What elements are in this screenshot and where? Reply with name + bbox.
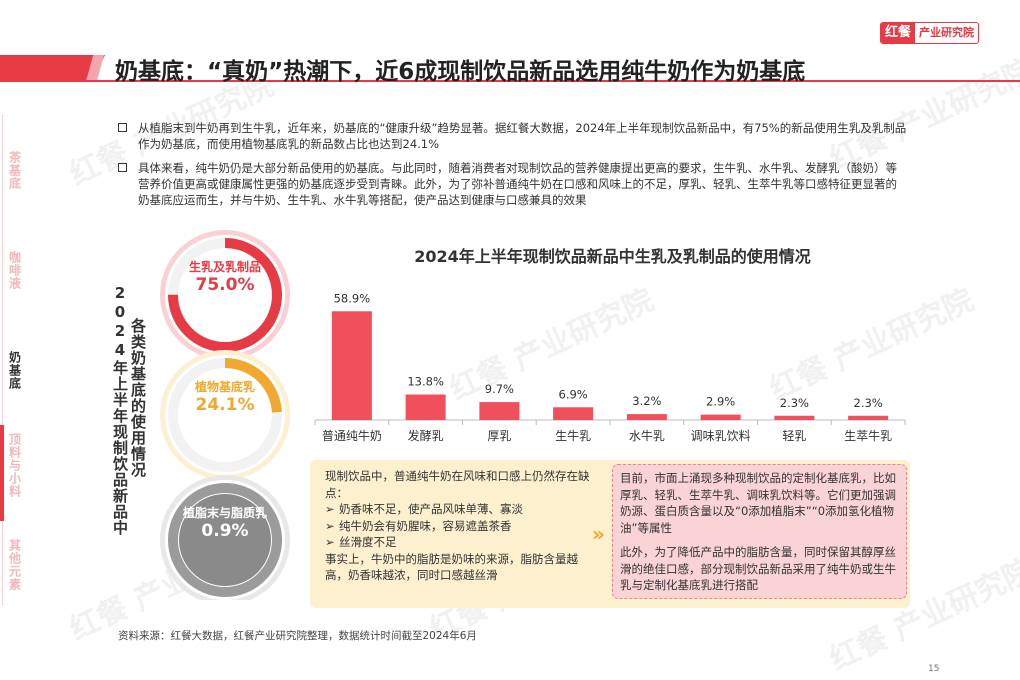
- sidebar-item-coffee[interactable]: 咖啡液: [7, 250, 22, 290]
- bar: [553, 407, 594, 420]
- bullet-text: 从植脂末到牛奶再到生牛乳，近年来，奶基底的“健康升级”趋势显著。据红餐大数据，2…: [138, 121, 907, 151]
- ring-label-plant-name: 植物基底乳: [194, 380, 255, 394]
- page-title: 奶基底：“真奶”热潮下，近6成现制饮品新品选用纯牛奶作为奶基底: [115, 59, 806, 85]
- category-label: 调味乳饮料: [691, 429, 751, 443]
- ring-charts: [160, 230, 290, 605]
- note-right-paragraph-2: 此外，为了降低产品中的脂肪含量，同时保留其醇厚丝滑的绝佳口感，部分现制饮品新品采…: [620, 545, 896, 592]
- note-left-conclusion: 事实上，牛奶中的脂肪是奶味的来源，脂肪含量越高，奶香味越浓，同时口感越丝滑: [325, 551, 578, 583]
- note-left-point: ➢ 奶香味不足，使产品风味单薄、寡淡: [325, 501, 595, 518]
- bar-value-label: 58.9%: [334, 291, 371, 305]
- ring-value-plant: 24.1%: [195, 395, 255, 415]
- share-rings: 生乳及乳制品 75.0% 植物基底乳 24.1% 植脂末与脂质乳 0.9%: [150, 220, 300, 605]
- ring-dairy-core: [179, 249, 271, 341]
- bar-chart: 58.9% 普通纯牛奶 13.8% 发酵乳 9.7% 厚乳 6.9% 生牛乳 3.2% 水牛乳 2.…: [314, 291, 906, 443]
- bar-value-label: 6.9%: [559, 387, 588, 401]
- sidebar-item-tea-base[interactable]: 茶基底: [7, 150, 22, 190]
- ring-creamer-core: [179, 494, 271, 586]
- bullet-point: 具体来看，纯牛奶仍是大部分新品使用的奶基底。与此同时，随着消费者对现制饮品的营养…: [118, 160, 908, 208]
- rings-vertical-title: 2024年上半年现制饮品新品中: [111, 284, 129, 536]
- logo-mark: 红餐: [881, 23, 916, 43]
- ring-label-creamer: 植脂末与脂质乳 0.9%: [175, 506, 275, 541]
- note-left-point-text: 奶香味不足，使产品风味单薄、寡淡: [339, 502, 523, 516]
- note-right-paragraph-1: 目前，市面上涌现多种现制饮品的定制化基底乳，比如厚乳、轻乳、生萃牛乳、调味乳饮料…: [620, 471, 896, 535]
- note-left-point-text: 纯牛奶会有奶腥味，容易遮盖茶香: [339, 518, 512, 533]
- bar-value-label: 2.3%: [780, 396, 809, 410]
- category-label: 生萃牛乳: [844, 428, 892, 443]
- ring-label-dairy-name: 生乳及乳制品: [188, 260, 261, 274]
- note-right-text: 目前，市面上涌现多种现制饮品的定制化基底乳，比如厚乳、轻乳、生萃牛乳、调味乳饮料…: [620, 470, 903, 594]
- brand-logo: 红餐 产业研究院: [880, 22, 980, 44]
- bar: [700, 414, 741, 420]
- title-underline: [0, 80, 1020, 82]
- watermark: 红餐 产业研究院: [824, 52, 1020, 178]
- double-chevron-icon: »: [592, 522, 605, 546]
- square-bullet-icon: [118, 163, 127, 172]
- chart-title: 2024年上半年现制饮品新品中生乳及乳制品的使用情况: [414, 247, 811, 266]
- category-label: 轻乳: [782, 429, 806, 443]
- arrow-bullet-icon: ➢: [325, 502, 335, 516]
- section-sidebar: 茶基底 咖啡液 奶基底 顶料与小料 其他元素: [0, 115, 30, 605]
- rings-vertical-subtitle: 各类奶基底的使用情况: [129, 318, 147, 478]
- sidebar-item-toppings[interactable]: 顶料与小料: [7, 432, 22, 498]
- note-left-point-text: 丝滑度不足: [339, 535, 397, 549]
- category-label: 普通纯牛奶: [322, 428, 382, 443]
- sidebar-item-others[interactable]: 其他元素: [7, 539, 22, 591]
- ring-plant-arc: [168, 358, 282, 472]
- category-label: 厚乳: [487, 429, 511, 443]
- bar-value-label: 13.8%: [407, 375, 444, 389]
- bullet-point: 从植脂末到牛奶再到生牛乳，近年来，奶基底的“健康升级”趋势显著。据红餐大数据，2…: [118, 120, 908, 152]
- ring-label-plant: 植物基底乳 24.1%: [175, 380, 275, 415]
- bullet-text: 具体来看，纯牛奶仍是大部分新品使用的奶基底。与此同时，随着消费者对现制饮品的营养…: [138, 161, 897, 207]
- ring-creamer-arc: [168, 483, 282, 597]
- category-label: 发酵乳: [408, 428, 444, 443]
- category-label: 生牛乳: [555, 428, 591, 443]
- sidebar-active-indicator: [0, 425, 4, 521]
- note-left-point: ➢ 丝滑度不足: [325, 534, 595, 551]
- ring-value-creamer: 0.9%: [201, 521, 249, 541]
- page-number: 15: [928, 664, 940, 674]
- note-left-point: ➢ 纯牛奶会有奶腥味，容易遮盖茶香: [325, 518, 595, 535]
- bar-value-label: 3.2%: [632, 394, 661, 408]
- note-left-text: 现制饮品中，普通纯牛奶在风味和口感上仍然存在缺点： ➢ 奶香味不足，使产品风味单薄…: [325, 468, 595, 584]
- logo-text: 产业研究院: [919, 26, 975, 39]
- bar: [405, 394, 446, 420]
- sidebar-divider: [2, 115, 3, 605]
- bar-value-label: 9.7%: [485, 382, 514, 396]
- bar: [331, 311, 372, 420]
- bar: [479, 402, 520, 420]
- arrow-bullet-icon: ➢: [325, 518, 335, 533]
- bar: [774, 415, 815, 420]
- sidebar-item-milk-base[interactable]: 奶基底: [7, 350, 22, 390]
- ring-value-dairy: 75.0%: [195, 275, 255, 295]
- bar-value-label: 2.9%: [706, 395, 735, 409]
- ring-label-dairy: 生乳及乳制品 75.0%: [175, 260, 275, 295]
- category-label: 水牛乳: [629, 428, 665, 443]
- bar-value-label: 2.3%: [854, 396, 883, 410]
- arrow-bullet-icon: ➢: [325, 535, 335, 549]
- bar: [626, 414, 667, 420]
- source-note: 资料来源：红餐大数据，红餐产业研究院整理，数据统计时间截至2024年6月: [118, 630, 477, 642]
- note-box-right: [612, 464, 907, 599]
- note-left-intro: 现制饮品中，普通纯牛奶在风味和口感上仍然存在缺点：: [325, 469, 590, 500]
- bar: [848, 415, 889, 420]
- ring-dairy-arc: [168, 238, 282, 352]
- square-bullet-icon: [118, 123, 127, 132]
- ring-label-creamer-name: 植脂末与脂质乳: [182, 506, 267, 520]
- ring-plant-core: [179, 369, 271, 461]
